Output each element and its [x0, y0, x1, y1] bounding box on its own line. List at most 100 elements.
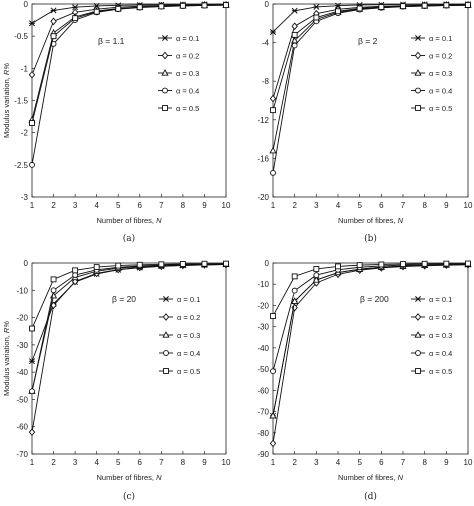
y-tick-label: -10: [257, 280, 269, 289]
data-point: [421, 2, 428, 9]
legend-entry: α = 0.3: [411, 331, 452, 340]
series-line-5: [270, 260, 471, 319]
x-axis-label: Number of fibres, N: [338, 473, 404, 482]
y-tick-label: -1.5: [14, 97, 28, 106]
x-tick-label: 3: [314, 458, 319, 467]
x-tick-label: 1: [271, 458, 276, 467]
series-line-5: [29, 2, 229, 126]
x-tick-label: 9: [444, 201, 449, 210]
data-point: [270, 169, 276, 176]
data-point: [421, 260, 428, 267]
x-tick-label: 5: [116, 458, 121, 467]
legend-marker: [415, 35, 421, 41]
legend-marker: [414, 51, 422, 60]
y-tick-label: -8: [262, 77, 270, 86]
x-tick-label: 7: [401, 458, 406, 467]
y-tick-label: -12: [257, 116, 269, 125]
data-point: [50, 276, 57, 283]
data-point: [465, 260, 471, 267]
y-tick-label: -40: [257, 344, 269, 353]
legend-marker: [414, 69, 422, 76]
series-path: [272, 263, 469, 372]
data-point: [270, 107, 276, 114]
x-tick-label: 4: [336, 201, 341, 210]
data-point: [93, 264, 100, 271]
beta-annotation: β = 2: [358, 36, 378, 46]
x-tick-label: 6: [379, 458, 384, 467]
x-axis-label: Number of fibres, N: [338, 216, 404, 225]
series-path: [272, 264, 469, 416]
data-point: [313, 266, 320, 272]
panel-caption: (b): [364, 233, 377, 244]
legend-label: α = 0.4: [429, 349, 452, 358]
legend-label: α = 0.1: [176, 34, 199, 43]
legend-marker: [162, 313, 170, 321]
series-line-4: [29, 2, 229, 168]
y-tick-label: -30: [257, 323, 269, 332]
y-tick-label: -3: [21, 193, 29, 202]
legend-label: α = 0.2: [177, 313, 200, 322]
x-tick-label: 5: [357, 458, 362, 467]
data-point: [29, 358, 35, 365]
y-tick-label: -60: [257, 386, 269, 395]
y-tick-label: -90: [257, 450, 269, 459]
y-tick-label: 0: [265, 259, 270, 268]
y-tick-label: -60: [16, 423, 28, 432]
data-point: [356, 262, 363, 269]
x-tick-label: 3: [73, 458, 78, 467]
legend: α = 0.1 α = 0.2 α = 0.3 α = 0.4 α = 0.5: [411, 295, 452, 376]
data-point: [29, 325, 35, 332]
legend-entry: α = 0.3: [411, 69, 452, 78]
legend-marker: [414, 331, 422, 338]
data-point: [313, 14, 320, 21]
data-point: [291, 7, 298, 14]
legend-marker: [161, 69, 169, 76]
data-point: [312, 276, 320, 283]
data-point: [72, 267, 79, 274]
x-axis-label: Number of fibres, N: [96, 216, 162, 225]
y-tick-label: -2.5: [14, 161, 28, 170]
series-path: [31, 3, 227, 24]
legend-label: α = 0.4: [176, 86, 199, 95]
data-point: [50, 287, 57, 294]
y-tick-label: -1: [21, 64, 29, 73]
legend-marker: [415, 350, 421, 356]
x-tick-label: 4: [94, 201, 99, 210]
x-tick-label: 9: [202, 201, 207, 210]
series-line-5: [270, 2, 471, 114]
x-tick-label: 2: [51, 458, 56, 467]
legend: α = 0.1 α = 0.2 α = 0.3 α = 0.4 α = 0.5: [158, 34, 199, 113]
data-point: [270, 368, 276, 375]
x-tick-label: 10: [222, 458, 231, 467]
data-point: [335, 263, 341, 270]
data-point: [335, 8, 341, 15]
legend-label: α = 0.4: [177, 349, 200, 358]
y-tick-label: -10: [16, 286, 28, 295]
legend-entry: α = 0.2: [411, 51, 452, 60]
y-tick-label: -80: [257, 429, 269, 438]
data-point: [465, 2, 471, 8]
y-tick-label: 0: [24, 0, 29, 9]
data-point: [223, 2, 229, 9]
x-tick-label: 10: [222, 201, 231, 210]
data-point: [136, 4, 143, 11]
y-tick-label: -2: [21, 129, 29, 138]
data-point: [269, 146, 277, 154]
x-tick-label: 8: [422, 201, 427, 210]
x-tick-label: 10: [464, 458, 473, 467]
legend-label: α = 0.3: [429, 331, 452, 340]
legend-label: α = 0.4: [429, 86, 452, 95]
y-tick-label: -16: [257, 154, 269, 163]
data-point: [291, 31, 298, 38]
data-point: [50, 17, 57, 26]
legend-marker: [162, 35, 168, 41]
data-point: [201, 2, 208, 9]
data-point: [356, 5, 363, 12]
data-point: [400, 3, 406, 10]
series-path: [272, 4, 469, 111]
data-point: [179, 2, 186, 9]
y-tick-label: -20: [257, 301, 269, 310]
y-tick-label: -30: [16, 341, 28, 350]
series-path: [31, 4, 227, 124]
legend-label: α = 0.1: [429, 295, 452, 304]
